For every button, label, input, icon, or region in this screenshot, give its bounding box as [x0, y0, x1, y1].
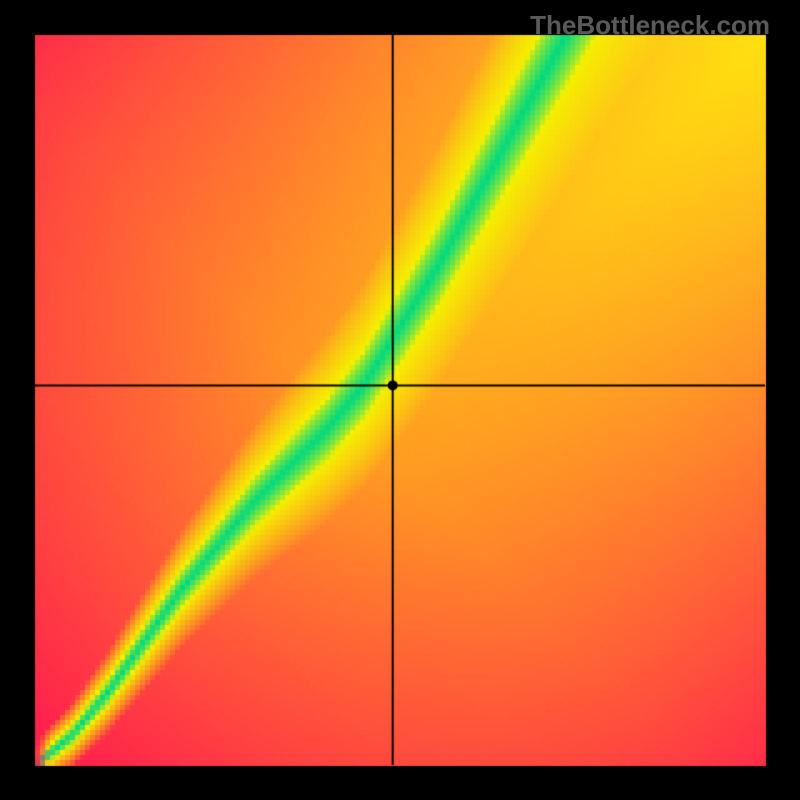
- bottleneck-heatmap: [0, 0, 800, 800]
- chart-container: { "watermark": { "text": "TheBottleneck.…: [0, 0, 800, 800]
